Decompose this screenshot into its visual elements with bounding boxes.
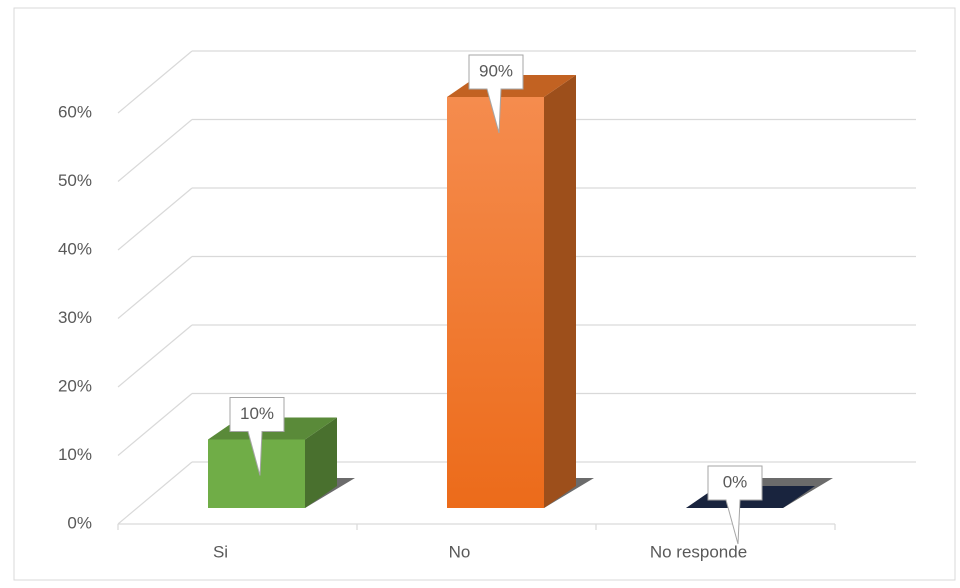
grid-diagonal bbox=[117, 393, 193, 456]
grid-diagonal bbox=[117, 324, 193, 388]
bar bbox=[447, 97, 544, 508]
y-tick-label: 0% bbox=[67, 513, 92, 532]
grid-diagonal bbox=[117, 119, 193, 182]
grid-diagonal bbox=[117, 256, 193, 319]
callout-box bbox=[707, 465, 763, 545]
x-tick-label: No bbox=[449, 542, 471, 561]
grid-diagonal bbox=[117, 50, 193, 114]
y-tick-label: 60% bbox=[58, 102, 92, 121]
bar-side bbox=[305, 417, 337, 508]
grid-diagonal bbox=[117, 461, 193, 525]
data-label: 90% bbox=[479, 61, 513, 80]
y-tick-label: 10% bbox=[58, 445, 92, 464]
data-label: 0% bbox=[723, 472, 748, 491]
y-tick-label: 40% bbox=[58, 239, 92, 258]
grid-diagonal bbox=[117, 187, 193, 251]
callout-box bbox=[468, 54, 524, 134]
callout-box bbox=[229, 397, 285, 476]
y-tick-label: 50% bbox=[58, 171, 92, 190]
data-label: 10% bbox=[240, 404, 274, 423]
x-tick-label: Si bbox=[213, 542, 228, 561]
bar-side bbox=[544, 75, 576, 508]
x-tick-label: No responde bbox=[650, 542, 747, 561]
y-tick-label: 20% bbox=[58, 376, 92, 395]
y-tick-label: 30% bbox=[58, 308, 92, 327]
